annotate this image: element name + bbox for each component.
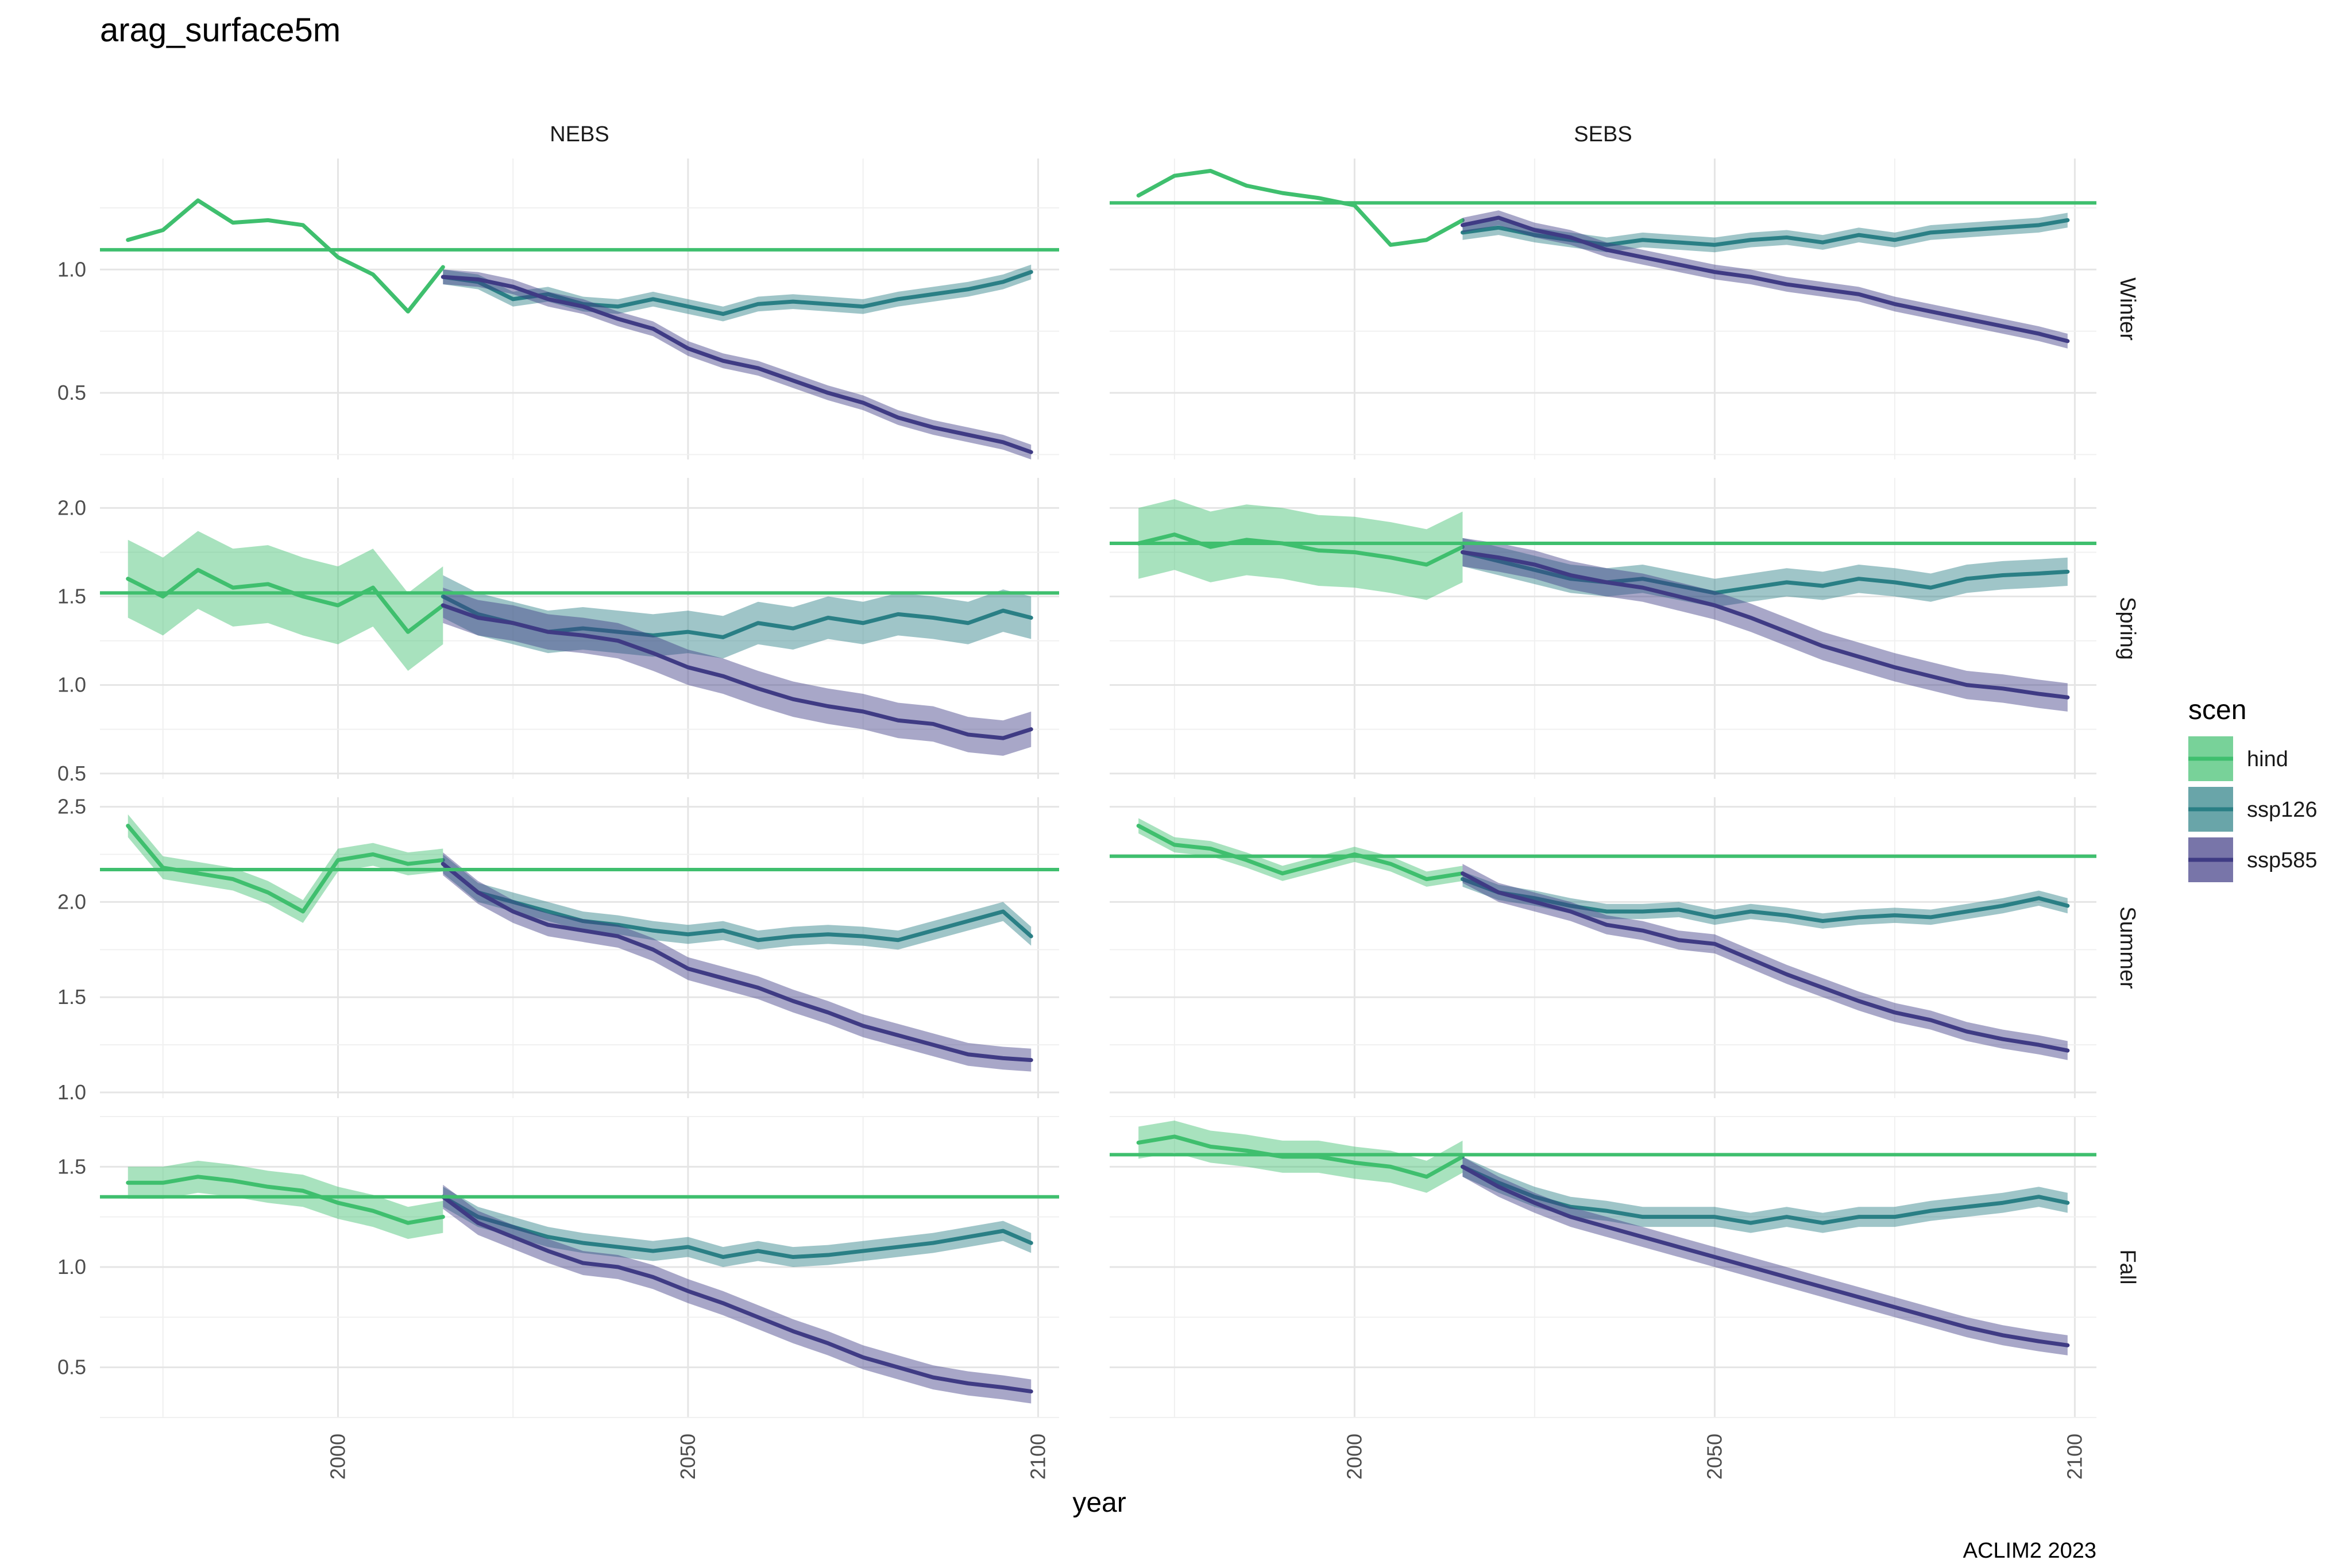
panel-sebs-spring [1110,478,2096,779]
series-band-ssp126 [443,854,1032,950]
y-tick-label: 0.5 [57,1355,86,1379]
panel-nebs-summer: 1.0 1.5 2.0 2.5 [57,795,1059,1104]
legend: scen hind ssp126 ssp585 [2188,695,2318,882]
y-tick-label: 0.5 [57,762,86,785]
panel-sebs-fall: 2000 2050 2100 [1110,1116,2096,1480]
panel-sebs-winter [1110,159,2096,459]
series-line-ssp585 [1460,871,2070,1053]
series-band-ssp126 [1462,538,2068,608]
caption: ACLIM2 2023 [1963,1539,2096,1563]
y-tick-label: 0.5 [57,381,86,404]
y-tick-label: 1.0 [57,673,86,697]
series-line-hind [1136,1134,1465,1179]
series-line-ssp585 [1460,215,2070,343]
x-tick-label: 2100 [1026,1434,1049,1480]
facet-column-label: NEBS [550,122,609,146]
series-line-ssp126 [1460,1164,2070,1225]
series-band-hind [1138,499,1463,600]
series-line-ssp126 [1460,877,2070,924]
legend-title: scen [2188,695,2246,725]
series-line-hind [126,198,445,314]
x-tick-label: 2050 [676,1434,700,1480]
x-tick-label: 2050 [1702,1434,1726,1480]
series-line-ssp126 [441,1195,1033,1260]
y-tick-label: 2.5 [57,795,86,818]
series-band-ssp126 [1462,871,2068,929]
series-line-ssp585 [441,275,1033,454]
facet-row-label: Winter [2115,277,2139,341]
series-line-ssp126 [1460,550,2070,595]
series-band-hind [128,531,443,671]
series-band-ssp585 [1462,864,2068,1060]
series-line-hind [1136,168,1465,247]
chart-title: arag_surface5m [100,11,341,49]
y-tick-label: 2.0 [57,890,86,913]
x-tick-label: 2100 [2063,1434,2086,1480]
facet-panels: 0.5 1.0 0.5 1.0 1.5 2.0 1.0 1.5 2.0 2.5 0.5 1.0 1.5 2… [57,159,2096,1480]
legend-item-hind: hind [2188,736,2288,781]
series-line-ssp126 [1460,218,2070,247]
panel-nebs-spring: 0.5 1.0 1.5 2.0 [57,478,1059,785]
series-line-ssp585 [441,862,1033,1063]
series-line-hind [1136,824,1465,882]
facet-column-label: SEBS [1574,122,1632,146]
series-band-ssp585 [443,852,1032,1072]
x-axis-label: year [1072,1488,1126,1518]
series-line-hind [126,1175,445,1225]
facet-row-label: Fall [2115,1249,2139,1284]
y-tick-label: 1.5 [57,985,86,1009]
legend-label: ssp585 [2247,848,2318,872]
y-tick-label: 1.0 [57,257,86,281]
panel-nebs-fall: 0.5 1.0 1.5 2000 2050 2100 [57,1116,1059,1480]
y-tick-label: 2.0 [57,496,86,519]
series-band-hind [128,1160,443,1239]
legend-item-ssp585: ssp585 [2188,837,2318,882]
series-band-ssp585 [443,1184,1032,1404]
facet-row-label: Spring [2115,597,2139,660]
x-tick-label: 2000 [1342,1434,1366,1480]
series-line-ssp126 [441,862,1033,943]
x-tick-label: 2000 [326,1434,349,1480]
series-line-hind [1136,532,1465,567]
series-line-ssp585 [1460,550,2070,700]
panel-sebs-summer [1110,797,2096,1098]
panel-nebs-winter: 0.5 1.0 [57,159,1059,459]
series-line-ssp585 [441,603,1033,740]
y-tick-label: 1.0 [57,1255,86,1279]
series-line-ssp585 [441,1195,1033,1394]
series-line-hind [126,567,445,634]
y-tick-label: 1.0 [57,1080,86,1104]
series-band-hind [1138,818,1463,887]
facet-row-label: Summer [2115,906,2139,989]
series-band-ssp585 [443,588,1032,756]
legend-label: ssp126 [2247,798,2318,822]
legend-label: hind [2247,747,2288,771]
legend-item-ssp126: ssp126 [2188,787,2318,832]
series-band-ssp585 [1462,1156,2068,1355]
series-line-ssp585 [1460,1164,2070,1347]
y-tick-label: 1.5 [57,585,86,608]
y-tick-label: 1.5 [57,1154,86,1178]
